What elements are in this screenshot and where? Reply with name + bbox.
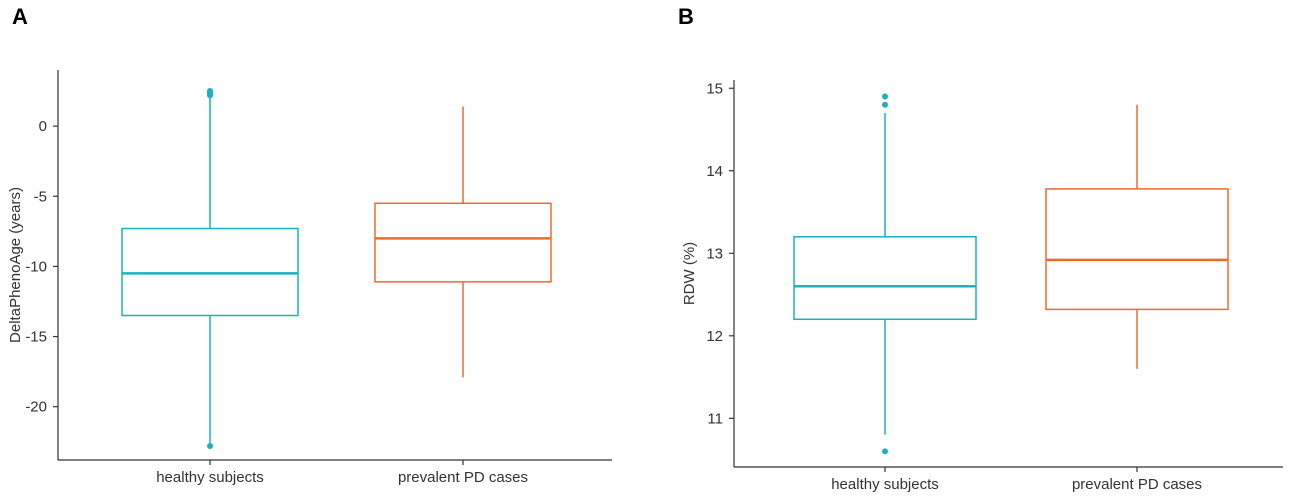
box-healthy-subjects — [121, 88, 299, 449]
y-tick-label: 15 — [706, 80, 723, 97]
x-tick-label: healthy subjects — [156, 469, 264, 486]
outlier-point — [882, 101, 888, 108]
x-tick-label: prevalent PD cases — [398, 469, 528, 486]
box-iqr — [121, 227, 299, 317]
x-tick-label: healthy subjects — [831, 476, 939, 493]
outlier-point — [207, 88, 213, 95]
box-iqr — [793, 236, 977, 321]
x-tick-label: prevalent PD cases — [1072, 476, 1202, 493]
box-prevalent-pd-cases — [374, 106, 552, 378]
panel-label: A — [12, 4, 28, 29]
y-tick-label: -20 — [25, 399, 47, 416]
y-tick-label: -5 — [34, 188, 47, 205]
outlier-point — [207, 442, 213, 449]
panel-a: A 0 -5 -10 -15 -20 DeltaPhenoAge (years) health… — [7, 4, 612, 486]
panel-label: B — [678, 4, 694, 29]
y-axis-title: DeltaPhenoAge (years) — [7, 187, 24, 343]
y-tick-label: 12 — [706, 328, 723, 345]
y-tick-label: -10 — [25, 258, 47, 275]
box-iqr — [1045, 188, 1229, 311]
box-healthy-subjects — [793, 93, 977, 455]
y-tick-label: 0 — [39, 118, 47, 135]
y-axis-title: RDW (%) — [681, 242, 698, 305]
panel-b: B 11 12 13 14 15 RDW (%) healthy subjects preval… — [678, 4, 1283, 493]
y-tick-label: 11 — [707, 410, 723, 427]
box-iqr — [374, 202, 552, 283]
outlier-point — [882, 448, 888, 455]
box-prevalent-pd-cases — [1045, 104, 1229, 369]
y-tick-label: 14 — [706, 163, 723, 180]
outlier-point — [882, 93, 888, 100]
y-tick-label: -15 — [25, 329, 47, 346]
y-tick-label: 13 — [706, 245, 723, 262]
